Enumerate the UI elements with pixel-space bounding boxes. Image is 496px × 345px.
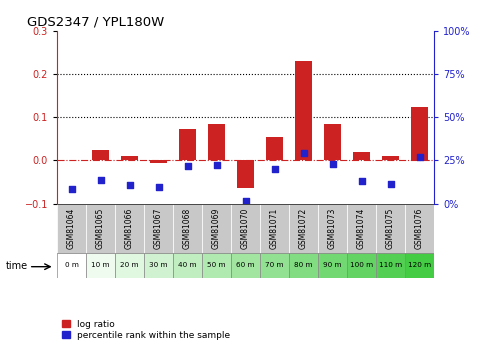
Bar	[260, 204, 289, 254]
Bar	[202, 204, 231, 254]
Bar	[173, 204, 202, 254]
Bar	[289, 253, 318, 278]
Text: GSM81075: GSM81075	[386, 208, 395, 249]
Bar	[179, 129, 196, 160]
Bar	[318, 253, 347, 278]
Text: GSM81076: GSM81076	[415, 208, 424, 249]
Text: GSM81068: GSM81068	[183, 208, 192, 249]
Bar	[353, 152, 370, 160]
Point	[155, 184, 163, 190]
Text: 120 m: 120 m	[408, 262, 431, 268]
Bar	[57, 204, 86, 254]
Bar	[289, 204, 318, 254]
Text: time: time	[6, 262, 28, 271]
Legend: log ratio, percentile rank within the sample: log ratio, percentile rank within the sa…	[62, 319, 231, 341]
Point	[358, 178, 366, 184]
Bar	[115, 253, 144, 278]
Text: 80 m: 80 m	[294, 262, 313, 268]
Point	[97, 177, 105, 183]
Text: GSM81071: GSM81071	[270, 208, 279, 249]
Bar	[376, 204, 405, 254]
Text: 100 m: 100 m	[350, 262, 373, 268]
Bar	[208, 124, 225, 160]
Text: GSM81072: GSM81072	[299, 208, 308, 249]
Bar	[86, 253, 115, 278]
Bar	[144, 253, 173, 278]
Text: 70 m: 70 m	[265, 262, 284, 268]
Point	[270, 166, 278, 172]
Bar	[295, 61, 312, 160]
Bar	[405, 253, 434, 278]
Bar	[115, 204, 144, 254]
Point	[300, 150, 308, 155]
Text: 60 m: 60 m	[236, 262, 255, 268]
Bar	[121, 156, 138, 160]
Text: 40 m: 40 m	[178, 262, 197, 268]
Bar	[231, 204, 260, 254]
Bar	[237, 160, 254, 188]
Text: GSM81065: GSM81065	[96, 208, 105, 249]
Point	[213, 162, 221, 168]
Text: GSM81064: GSM81064	[67, 208, 76, 249]
Text: GSM81074: GSM81074	[357, 208, 366, 249]
Text: 90 m: 90 m	[323, 262, 342, 268]
Point	[328, 161, 336, 167]
Text: GSM81069: GSM81069	[212, 208, 221, 249]
Bar	[382, 156, 399, 160]
Bar	[260, 253, 289, 278]
Bar	[173, 253, 202, 278]
Bar	[266, 137, 283, 160]
Point	[416, 154, 424, 160]
Bar	[324, 124, 341, 160]
Bar	[376, 253, 405, 278]
Bar	[318, 204, 347, 254]
Bar	[411, 107, 428, 160]
Text: 30 m: 30 m	[149, 262, 168, 268]
Bar	[92, 150, 109, 160]
Text: GSM81067: GSM81067	[154, 208, 163, 249]
Bar	[144, 204, 173, 254]
Text: GSM81066: GSM81066	[125, 208, 134, 249]
Bar	[202, 253, 231, 278]
Point	[125, 182, 133, 187]
Text: GSM81070: GSM81070	[241, 208, 250, 249]
Bar	[231, 253, 260, 278]
Bar	[57, 253, 86, 278]
Bar	[86, 204, 115, 254]
Text: GSM81073: GSM81073	[328, 208, 337, 249]
Point	[242, 198, 249, 204]
Bar	[347, 253, 376, 278]
Text: 10 m: 10 m	[91, 262, 110, 268]
Text: 20 m: 20 m	[121, 262, 139, 268]
Text: 110 m: 110 m	[379, 262, 402, 268]
Point	[386, 181, 394, 186]
Text: GDS2347 / YPL180W: GDS2347 / YPL180W	[27, 16, 164, 29]
Text: 0 m: 0 m	[64, 262, 78, 268]
Point	[67, 186, 75, 192]
Point	[184, 164, 191, 169]
Bar	[150, 160, 167, 162]
Bar	[405, 204, 434, 254]
Bar	[347, 204, 376, 254]
Text: 50 m: 50 m	[207, 262, 226, 268]
